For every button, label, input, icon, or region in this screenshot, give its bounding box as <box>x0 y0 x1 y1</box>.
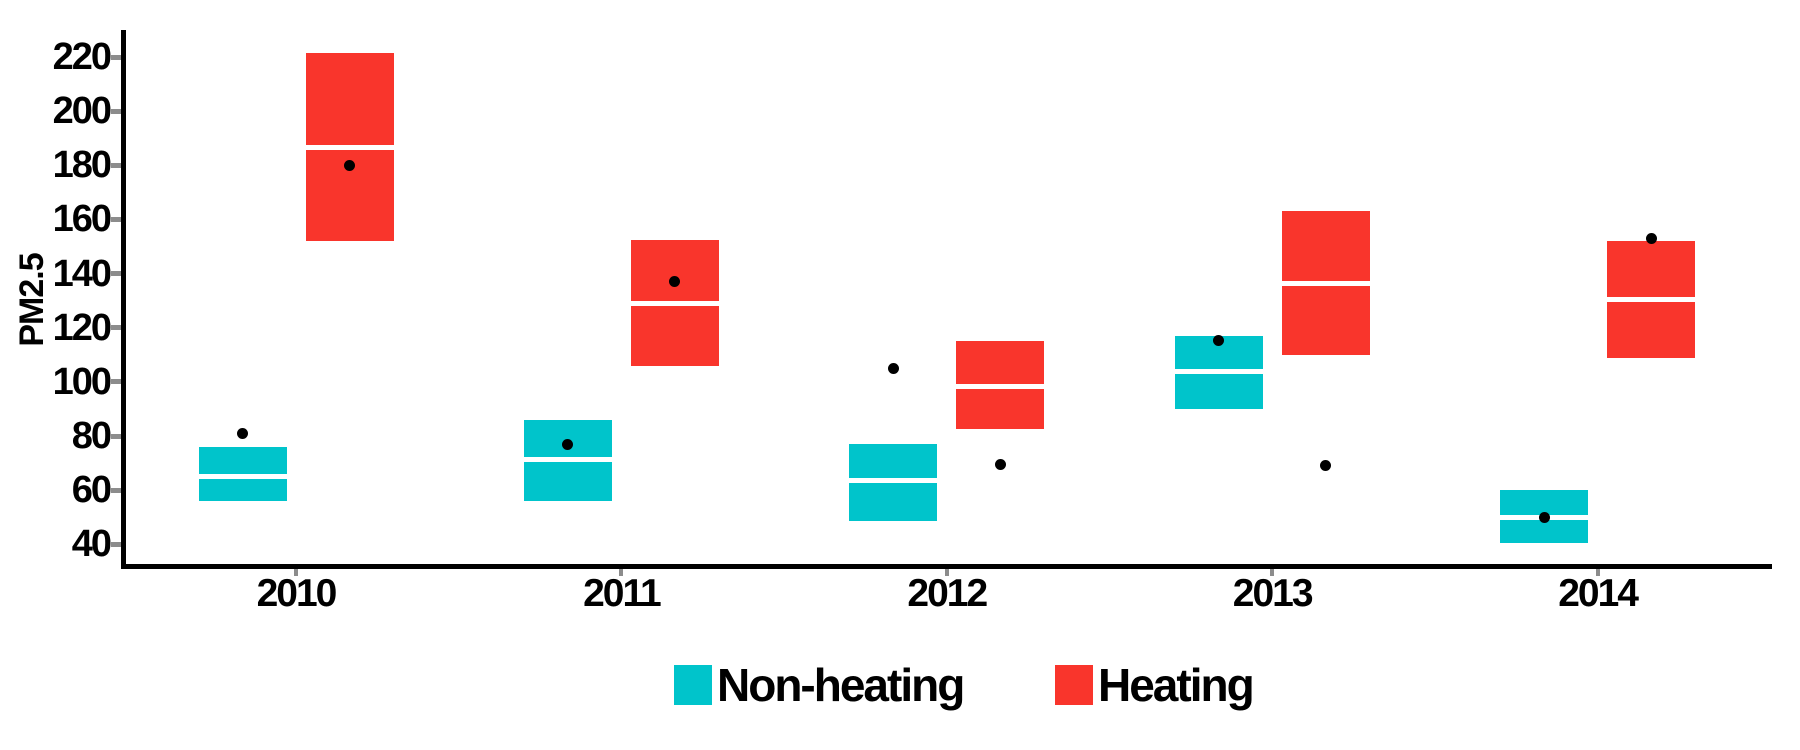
y-tick-label: 80 <box>71 415 112 458</box>
mean-point <box>1538 511 1550 523</box>
x-tick-label: 2010 <box>256 572 338 615</box>
mean-point <box>994 459 1006 471</box>
median-line <box>1174 368 1263 374</box>
mean-point <box>887 362 899 374</box>
y-axis-line <box>121 30 126 569</box>
x-tick-label: 2012 <box>907 572 988 615</box>
y-tick-mark <box>111 325 121 331</box>
non-heating-swatch <box>674 665 712 705</box>
x-tick-label: 2013 <box>1232 572 1314 615</box>
mean-point <box>237 427 248 439</box>
y-tick-label: 140 <box>52 252 112 295</box>
y-tick-label: 200 <box>52 90 112 133</box>
mean-point <box>669 276 681 288</box>
y-tick-label: 120 <box>52 306 112 349</box>
y-tick-mark <box>111 108 121 114</box>
mean-point <box>1645 232 1657 244</box>
x-tick-mark <box>619 569 624 576</box>
y-tick-mark <box>111 54 121 60</box>
heating-swatch <box>1055 665 1093 705</box>
median-line <box>630 300 719 306</box>
x-tick-mark <box>1270 569 1275 576</box>
legend-item-non-heating: Non-heating <box>674 659 965 711</box>
median-line <box>305 145 394 151</box>
y-tick-label: 160 <box>52 198 112 241</box>
median-line <box>1607 296 1696 302</box>
mean-point <box>344 159 355 171</box>
median-line <box>523 456 612 462</box>
median-line <box>956 383 1045 389</box>
x-tick-mark <box>944 569 949 576</box>
y-tick-mark <box>111 216 121 222</box>
median-line <box>1281 280 1370 286</box>
non-heating-legend-label: Non-heating <box>717 659 965 711</box>
mean-point <box>1213 334 1225 346</box>
x-tick-label: 2014 <box>1558 572 1639 615</box>
median-line <box>849 478 938 484</box>
x-axis-line <box>121 564 1772 569</box>
y-tick-label: 100 <box>52 360 112 403</box>
x-tick-label: 2011 <box>583 572 662 615</box>
y-tick-mark <box>111 487 121 493</box>
x-tick-mark <box>1595 569 1600 576</box>
non-heating-box-2010 <box>198 446 287 502</box>
y-tick-label: 220 <box>52 36 112 78</box>
y-tick-mark <box>111 379 121 385</box>
y-tick-label: 60 <box>71 469 112 512</box>
y-tick-mark <box>111 541 121 547</box>
y-tick-mark <box>111 162 121 168</box>
median-line <box>198 474 287 480</box>
y-tick-mark <box>111 271 121 277</box>
y-tick-label: 180 <box>52 144 112 187</box>
y-tick-mark <box>111 433 121 439</box>
heating-legend-label: Heating <box>1098 659 1255 711</box>
legend-item-heating: Heating <box>1055 659 1255 711</box>
y-tick-label: 40 <box>71 523 112 566</box>
mean-point <box>562 438 574 450</box>
x-tick-mark <box>294 569 298 576</box>
mean-point <box>1320 460 1332 472</box>
